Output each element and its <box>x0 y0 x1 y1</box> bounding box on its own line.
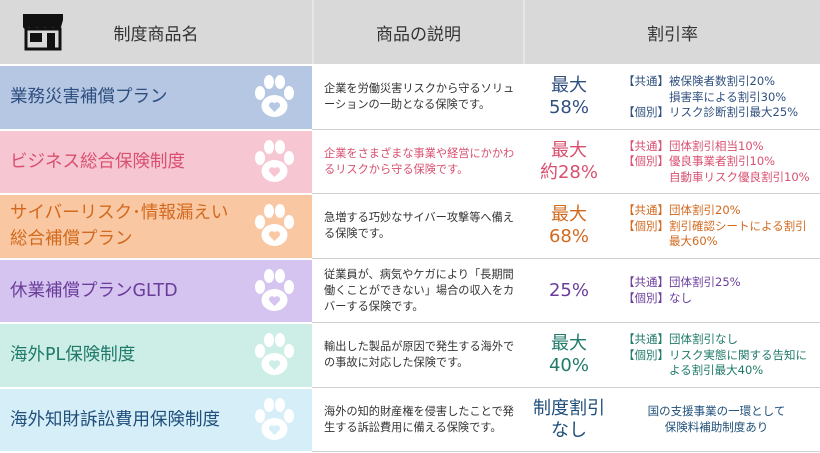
row-separator <box>312 451 820 452</box>
product-description: 輸出した製品が原因で発生する海外での事故に対応した保険です。 <box>324 340 515 370</box>
discount-rate-value: 68% <box>548 226 589 248</box>
discount-details: 【共通】団体割引相当10% 【個別】優良事業者割引10% 自動車リスク優良割引1… <box>623 138 810 184</box>
discount-details: 【共通】団体割引20% 【個別】割引確認シートによる割引 最大60% <box>623 203 807 248</box>
discount-rate-prefix: 最大 <box>551 204 587 226</box>
product-name-cell: 海外PL保険制度 <box>0 324 312 387</box>
header-desc-cell: 商品の説明 <box>314 0 523 64</box>
table-row: 業務災害補償プラン 企業を労働災害リスクから守るソリューションの一助となる保険です… <box>0 66 820 130</box>
discount-rate-value: 25% <box>548 279 589 301</box>
header-desc-label: 商品の説明 <box>376 24 461 45</box>
table-row: 海外知財訴訟費用保険制度 海外の知的財産権を侵害したことで発生する訴訟費用に備える… <box>0 388 820 452</box>
discount-details: 国の支援事業の一環として 保険料補助制度あり <box>647 404 786 434</box>
table-row: ビジネス総合保険制度 企業をさまざまな事業や経営にかかわるリスクから守る保険です。… <box>0 130 820 194</box>
discount-details: 【共通】団体割引25% 【個別】なし <box>623 275 741 305</box>
row-separator <box>312 193 820 194</box>
row-separator <box>312 386 820 388</box>
product-name-cell: サイバーリスク･情報漏えい 総合補償プラン <box>0 195 312 258</box>
paw-heart-icon <box>255 268 294 311</box>
header-discount-cell: 割引率 <box>525 0 820 64</box>
row-separator <box>312 128 820 130</box>
discount-rate-value: 40% <box>548 355 589 377</box>
discount-rate-value: 約28% <box>539 161 598 183</box>
product-name-cell: ビジネス総合保険制度 <box>0 130 312 193</box>
discount-rate-value: 58% <box>548 97 589 119</box>
paw-heart-icon <box>255 397 294 440</box>
discount-rate-value: なし <box>551 419 587 441</box>
product-description: 企業を労働災害リスクから守るソリューションの一助となる保険です。 <box>324 82 515 112</box>
discount-rate: 最大 40% <box>525 324 613 387</box>
discount-rate: 制度割引 なし <box>525 389 613 452</box>
product-name: ビジネス総合保険制度 <box>10 151 185 172</box>
shop-icon <box>23 14 63 51</box>
discount-rate-prefix: 最大 <box>551 75 587 97</box>
paw-heart-icon <box>255 333 294 376</box>
product-description: 従業員が、病気やケガにより「長期間働くことができない」場合の収入をカバーする保険… <box>324 267 515 313</box>
product-name: 業務災害補償プラン <box>10 87 168 108</box>
product-name: サイバーリスク･情報漏えい 総合補償プラン <box>10 203 229 250</box>
product-name-cell: 業務災害補償プラン <box>0 66 312 129</box>
header-name-cell: 制度商品名 <box>0 0 312 64</box>
discount-rate-prefix: 最大 <box>551 333 587 355</box>
row-separator <box>312 322 820 323</box>
paw-heart-icon <box>255 75 294 118</box>
header-name-label: 制度商品名 <box>113 24 199 45</box>
discount-rate: 最大 約28% <box>525 131 613 194</box>
product-name-cell: 休業補償プランGLTD <box>0 259 312 322</box>
discount-rate-prefix: 制度割引 <box>533 397 605 419</box>
product-name: 海外知財訴訟費用保険制度 <box>10 409 220 430</box>
table-row: 休業補償プランGLTD 従業員が、病気やケガにより「長期間働くことができない」場合… <box>0 259 820 323</box>
paw-heart-icon <box>255 204 294 247</box>
row-separator <box>312 257 820 259</box>
product-name: 休業補償プランGLTD <box>10 280 178 301</box>
product-description: 急増する巧妙なサイバー攻撃等へ備える保険です。 <box>324 211 514 241</box>
discount-details: 【共通】団体割引なし 【個別】リスク実態に関する告知に よる割引最大40% <box>623 332 807 377</box>
discount-rate: 25% <box>525 260 613 323</box>
table-row: サイバーリスク･情報漏えい 総合補償プラン 急増する巧妙なサイバー攻撃等へ備える保… <box>0 195 820 259</box>
header-discount-label: 割引率 <box>647 24 698 45</box>
discount-details: 【共通】被保険者数割引20% 損害率による割引30% 【個別】リスク診断割引最大… <box>623 74 799 119</box>
paw-heart-icon <box>255 139 294 182</box>
table-header: 制度商品名 商品の説明 割引率 <box>0 0 820 64</box>
discount-rate: 最大 68% <box>525 195 613 258</box>
product-name: 海外PL保険制度 <box>10 345 136 366</box>
table-row: 海外PL保険制度 輸出した製品が原因で発生する海外での事故に対応した保険です。 最大… <box>0 324 820 388</box>
discount-rate: 最大 58% <box>525 66 613 129</box>
product-description: 海外の知的財産権を侵害したことで発生する訴訟費用に備える保険です。 <box>324 404 514 434</box>
product-name-cell: 海外知財訴訟費用保険制度 <box>0 388 312 451</box>
product-description: 企業をさまざまな事業や経営にかかわるリスクから守る保険です。 <box>324 146 515 176</box>
discount-rate-prefix: 最大 <box>551 139 587 161</box>
